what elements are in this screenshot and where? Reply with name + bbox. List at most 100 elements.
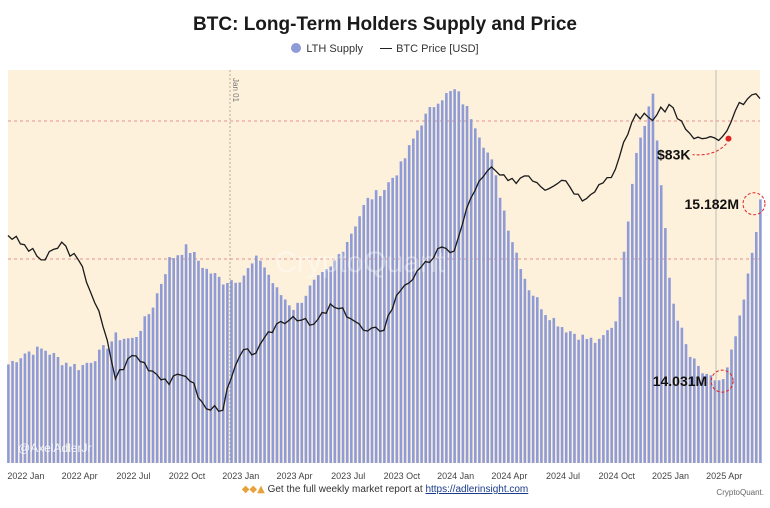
supply-bar-47 <box>201 267 204 463</box>
supply-bar-72 <box>304 295 308 463</box>
supply-bar-157 <box>655 140 659 463</box>
supply-bar-106 <box>445 93 448 463</box>
supply-bar-7 <box>36 346 39 463</box>
supply-bar-107 <box>449 91 452 464</box>
supply-bar-82 <box>345 241 349 463</box>
supply-bar-127 <box>531 295 535 463</box>
supply-bar-112 <box>469 119 473 463</box>
supply-bar-15 <box>69 366 72 463</box>
supply-bar-58 <box>246 268 250 463</box>
supply-bar-71 <box>300 302 304 463</box>
supply-bar-29 <box>126 338 130 463</box>
supply-bar-121 <box>507 230 510 463</box>
x-tick-8: 2024 Jan <box>437 471 474 480</box>
supply-bar-128 <box>535 297 539 463</box>
x-tick-7: 2023 Oct <box>384 471 421 480</box>
supply-high-circle <box>742 192 766 216</box>
signature: @AxelAdlerJr <box>18 441 92 455</box>
diamond-icon: ◆◆▲ <box>241 484 265 495</box>
supply-bar-32 <box>139 330 142 463</box>
supply-bar-159 <box>664 228 667 463</box>
supply-bar-61 <box>259 260 262 463</box>
supply-bar-90 <box>378 196 382 464</box>
supply-bar-78 <box>329 266 332 463</box>
supply-bar-108 <box>453 89 456 463</box>
supply-bar-83 <box>350 233 353 463</box>
supply-bar-131 <box>548 320 551 463</box>
supply-bar-129 <box>540 309 543 463</box>
supply-bar-8 <box>40 348 43 463</box>
supply-bar-36 <box>155 293 159 463</box>
supply-bar-126 <box>527 290 531 463</box>
supply-bar-18 <box>81 364 85 463</box>
supply-bar-69 <box>292 309 295 463</box>
supply-bar-26 <box>114 332 118 463</box>
supply-bar-182 <box>759 199 762 463</box>
supply-bar-124 <box>519 269 523 463</box>
price-83k-pointer <box>692 143 727 156</box>
supply-bar-125 <box>523 278 527 463</box>
supply-bar-142 <box>593 342 597 463</box>
supply-bar-57 <box>242 275 246 463</box>
supply-bar-95 <box>399 161 403 463</box>
supply-bar-13 <box>60 365 64 463</box>
supply-bar-120 <box>502 210 506 463</box>
supply-bar-100 <box>420 125 423 463</box>
supply-bar-59 <box>250 263 254 463</box>
supply-bar-89 <box>374 190 378 463</box>
chart-title: BTC: Long-Term Holders Supply and Price <box>193 14 577 35</box>
x-axis: 2022 Jan 2022 Apr 2022 Jul 2022 Oct 2023 Jan… <box>7 471 742 480</box>
supply-bar-114 <box>478 137 481 463</box>
supply-bar-2 <box>15 362 18 463</box>
supply-bar-34 <box>147 314 151 463</box>
supply-bar-75 <box>316 275 320 463</box>
supply-bar-4 <box>23 353 27 463</box>
supply-bar-155 <box>647 106 651 463</box>
supply-bar-102 <box>428 106 432 463</box>
supply-bar-24 <box>106 348 109 463</box>
supply-bar-135 <box>564 332 568 463</box>
x-tick-1: 2022 Apr <box>62 471 98 480</box>
supply-low-label: 14.031M <box>653 373 707 389</box>
supply-bar-27 <box>118 340 122 463</box>
supply-bar-156 <box>651 93 655 463</box>
supply-bar-152 <box>635 152 638 464</box>
supply-bar-41 <box>176 255 180 463</box>
supply-bar-147 <box>614 321 618 463</box>
supply-bar-101 <box>424 113 428 463</box>
supply-bar-105 <box>440 100 444 463</box>
supply-bar-111 <box>465 105 469 463</box>
footer-link[interactable]: https://adlerinsight.com <box>425 484 529 495</box>
supply-bar-73 <box>308 285 312 463</box>
btc-price-swatch <box>380 48 393 49</box>
supply-bar-119 <box>498 197 502 463</box>
supply-bar-167 <box>697 365 700 463</box>
supply-bar-169 <box>705 373 708 463</box>
supply-bar-139 <box>581 334 585 463</box>
footer: ◆◆▲ Get the full weekly market report at… <box>0 484 770 495</box>
supply-bar-86 <box>362 204 366 463</box>
supply-bar-174 <box>726 367 729 463</box>
supply-bar-160 <box>668 277 671 463</box>
price-83k-dot <box>725 135 732 142</box>
supply-bar-39 <box>168 257 171 463</box>
supply-bar-17 <box>77 370 80 463</box>
x-tick-10: 2024 Jul <box>546 471 580 480</box>
grid <box>8 120 760 260</box>
lth-supply-area <box>7 89 762 464</box>
supply-bar-37 <box>159 283 163 463</box>
supply-bar-62 <box>263 267 266 463</box>
supply-bar-35 <box>151 307 155 463</box>
supply-bar-55 <box>234 282 237 463</box>
supply-bar-176 <box>734 336 737 463</box>
supply-bar-76 <box>321 271 324 463</box>
supply-bar-168 <box>701 373 704 463</box>
x-tick-6: 2023 Jul <box>331 471 365 480</box>
supply-bar-67 <box>283 299 287 463</box>
x-tick-13: 2025 Apr <box>706 471 742 480</box>
supply-bar-33 <box>143 316 147 463</box>
supply-bar-143 <box>597 338 601 463</box>
supply-high-label: 15.182M <box>685 196 739 212</box>
supply-bar-118 <box>494 175 498 463</box>
supply-bar-154 <box>643 125 647 463</box>
